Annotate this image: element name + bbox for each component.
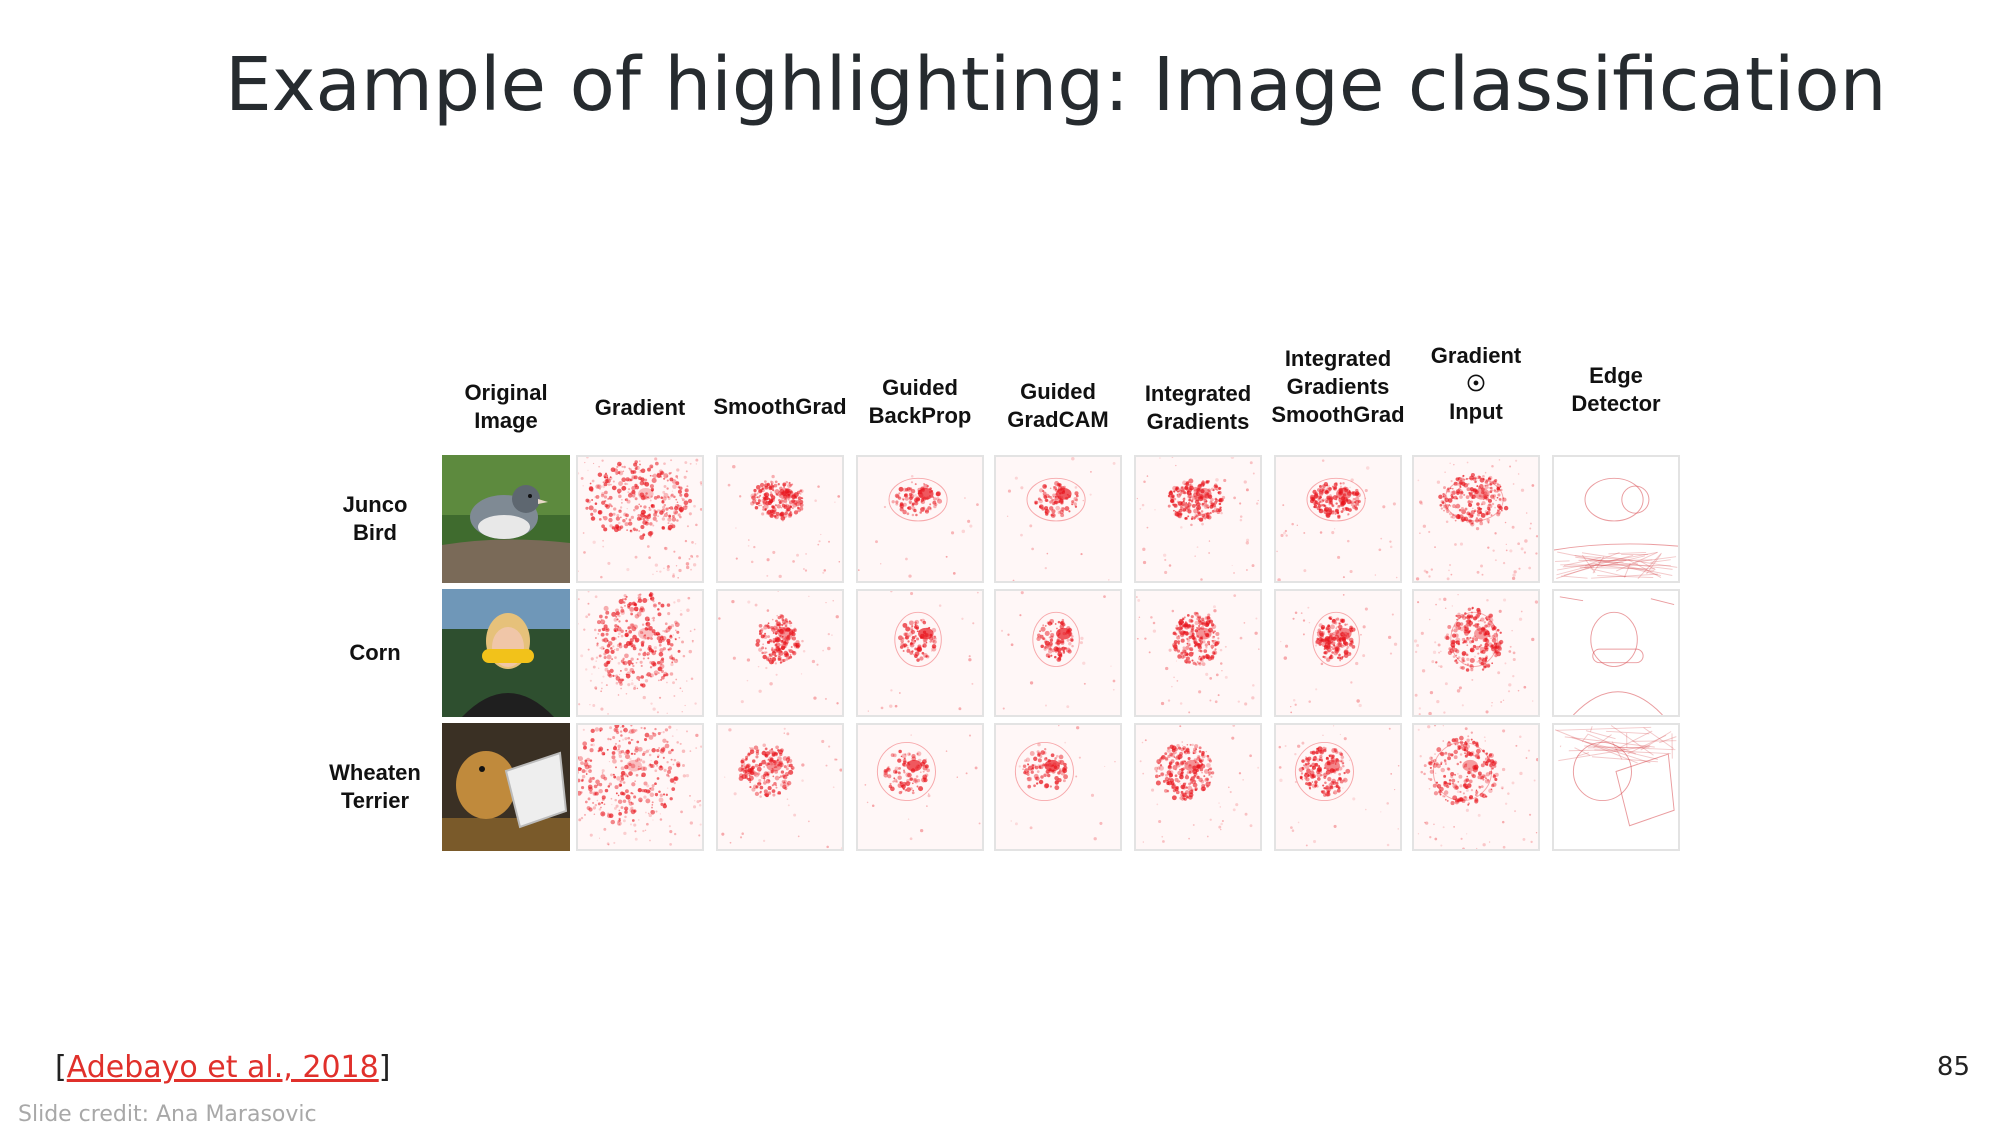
saliency-map	[1274, 723, 1402, 851]
saliency-map	[1274, 589, 1402, 717]
citation-bracket-close: ]	[379, 1050, 391, 1085]
column-header-line: Gradients	[1263, 373, 1413, 401]
saliency-map	[1552, 589, 1680, 717]
saliency-map	[576, 589, 704, 717]
column-header-line: Original	[431, 379, 581, 407]
citation: [Adebayo et al., 2018]	[55, 1050, 390, 1085]
column-header-line: Input	[1401, 398, 1551, 426]
row-label-line: Wheaten	[295, 759, 455, 787]
row-label: Corn	[295, 639, 455, 667]
saliency-map	[994, 455, 1122, 583]
saliency-map	[1134, 589, 1262, 717]
column-header-line: BackProp	[845, 402, 995, 430]
saliency-map	[994, 723, 1122, 851]
column-header-line: Image	[431, 407, 581, 435]
column-header-line: Gradients	[1123, 408, 1273, 436]
saliency-map	[1134, 455, 1262, 583]
column-header: Gradient	[565, 394, 715, 422]
saliency-map	[1552, 723, 1680, 851]
citation-bracket-open: [	[55, 1050, 67, 1085]
saliency-map	[716, 723, 844, 851]
saliency-map	[856, 455, 984, 583]
page-number: 85	[1937, 1052, 1970, 1082]
saliency-map	[856, 589, 984, 717]
column-header-line: Guided	[983, 378, 1133, 406]
original-image	[442, 589, 570, 717]
saliency-map	[576, 455, 704, 583]
saliency-map	[1134, 723, 1262, 851]
saliency-map	[576, 723, 704, 851]
saliency-map	[716, 589, 844, 717]
column-header: Gradient☉Input	[1401, 342, 1551, 426]
column-header-line: SmoothGrad	[705, 393, 855, 421]
column-header-line: SmoothGrad	[1263, 401, 1413, 429]
column-header-line: ☉	[1401, 370, 1551, 398]
saliency-map	[1412, 589, 1540, 717]
column-header-line: Gradient	[565, 394, 715, 422]
saliency-map	[856, 723, 984, 851]
saliency-map	[994, 589, 1122, 717]
row-label-line: Bird	[295, 519, 455, 547]
column-header-line: GradCAM	[983, 406, 1133, 434]
column-header-line: Gradient	[1401, 342, 1551, 370]
row-label-line: Terrier	[295, 787, 455, 815]
saliency-map	[1412, 723, 1540, 851]
column-header-line: Guided	[845, 374, 995, 402]
column-header-line: Detector	[1541, 390, 1691, 418]
saliency-map	[1274, 455, 1402, 583]
saliency-map	[716, 455, 844, 583]
row-label-line: Corn	[295, 639, 455, 667]
slide-credit: Slide credit: Ana Marasovic	[18, 1102, 317, 1127]
column-header-line: Edge	[1541, 362, 1691, 390]
column-header: SmoothGrad	[705, 393, 855, 421]
saliency-map	[1552, 455, 1680, 583]
column-header-line: Integrated	[1123, 380, 1273, 408]
row-label-line: Junco	[295, 491, 455, 519]
saliency-map	[1412, 455, 1540, 583]
column-header-line: Integrated	[1263, 345, 1413, 373]
original-image	[442, 455, 570, 583]
original-image	[442, 723, 570, 851]
citation-link[interactable]: Adebayo et al., 2018	[67, 1050, 379, 1085]
